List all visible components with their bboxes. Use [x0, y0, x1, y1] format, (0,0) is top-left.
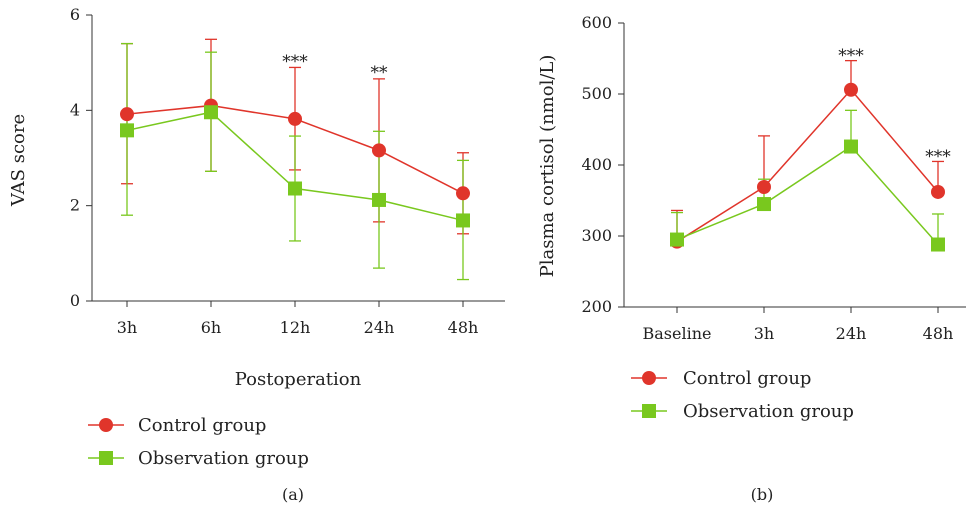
chart-a-ytick-label: 4: [70, 100, 80, 119]
chart-b-ytick-label: 300: [581, 226, 612, 245]
chart-a-xtick-label: 12h: [280, 318, 311, 337]
chart-b-point-control: [757, 180, 771, 195]
chart-a-xticks: 3h 6h 12h 24h 48h: [117, 301, 479, 337]
chart-a-errorbars: [121, 38, 469, 281]
chart-b-point-observation: [931, 237, 945, 252]
chart-b-line-observation: [676, 145, 939, 246]
chart-b-point-observation: [670, 232, 684, 247]
legend-b-control: Control group: [631, 368, 811, 389]
chart-a-point-observation: [204, 105, 218, 120]
chart-b-ylabel: Plasma cortisol (nmol/L): [537, 55, 558, 278]
chart-b-ytick-label: 600: [581, 13, 612, 32]
chart-b: 200 300 400 500 600 Baseline 3h 24h 48h ****** …: [537, 13, 966, 504]
legend-a-observation: Observation group: [88, 448, 309, 469]
chart-a-markers: [120, 98, 470, 228]
chart-b-markers: [670, 82, 945, 252]
legend-b-observation-label: Observation group: [683, 401, 854, 422]
chart-b-point-control: [844, 82, 858, 97]
chart-b-significance-label: ***: [838, 46, 864, 66]
chart-a-ytick-label: 6: [70, 5, 80, 24]
chart-a-significance-label: **: [371, 63, 389, 83]
chart-a-annotations: *****: [282, 52, 388, 83]
chart-b-xtick-label: 48h: [923, 324, 954, 343]
chart-b-annotations: *** ***: [838, 46, 951, 167]
chart-b-xtick-label: Baseline: [643, 324, 712, 343]
panel-label-a: (a): [282, 485, 304, 504]
chart-a-ytick-label: 0: [70, 291, 80, 310]
legend-a-control-marker: [99, 418, 113, 432]
chart-a-xtick-label: 24h: [364, 318, 395, 337]
chart-b-xtick-label: 24h: [836, 324, 867, 343]
legend-a-control-label: Control group: [138, 415, 266, 436]
chart-a-axes: [91, 15, 505, 302]
chart-b-line-control: [676, 88, 939, 243]
chart-b-ytick-label: 400: [581, 155, 612, 174]
legend-b-observation-marker: [642, 404, 656, 418]
chart-a-point-observation: [120, 123, 134, 138]
chart-a-xtick-label: 6h: [201, 318, 221, 337]
chart-a-point-control: [120, 107, 134, 122]
chart-a-point-control: [372, 143, 386, 158]
chart-a-point-observation: [288, 181, 302, 196]
chart-a-point-observation: [456, 213, 470, 228]
chart-b-xtick-label: 3h: [754, 324, 774, 343]
legend-b-observation: Observation group: [631, 401, 854, 422]
chart-a-legend: Control group Observation group: [88, 415, 309, 469]
chart-b-legend: Control group Observation group: [631, 368, 854, 422]
chart-b-ytick-label: 200: [581, 297, 612, 316]
chart-a-point-control: [288, 111, 302, 126]
chart-b-errorbars: [671, 59, 944, 245]
legend-b-control-marker: [642, 371, 656, 385]
chart-b-lines: [676, 88, 939, 246]
chart-a-significance-label: ***: [282, 52, 308, 72]
chart-a-point-observation: [372, 192, 386, 207]
chart-b-yticks: 200 300 400 500 600: [581, 13, 624, 316]
chart-a-xtick-label: 48h: [448, 318, 479, 337]
legend-a-control: Control group: [88, 415, 266, 436]
chart-a-yticks: 0 2 4 6: [70, 5, 92, 310]
legend-a-observation-marker: [99, 451, 113, 465]
chart-b-ytick-label: 500: [581, 84, 612, 103]
chart-b-significance-label: ***: [925, 147, 951, 167]
chart-a-xtick-label: 3h: [117, 318, 137, 337]
chart-b-point-observation: [757, 197, 771, 212]
chart-b-point-control: [931, 184, 945, 199]
chart-a-ytick-label: 2: [70, 196, 80, 215]
chart-a-point-control: [456, 186, 470, 201]
chart-a-ylabel: VAS score: [8, 114, 29, 207]
legend-b-control-label: Control group: [683, 368, 811, 389]
chart-a-xlabel: Postoperation: [235, 369, 362, 390]
chart-b-xticks: Baseline 3h 24h 48h: [643, 307, 954, 343]
panel-label-b: (b): [751, 485, 774, 504]
chart-b-point-observation: [844, 139, 858, 154]
legend-a-observation-label: Observation group: [138, 448, 309, 469]
